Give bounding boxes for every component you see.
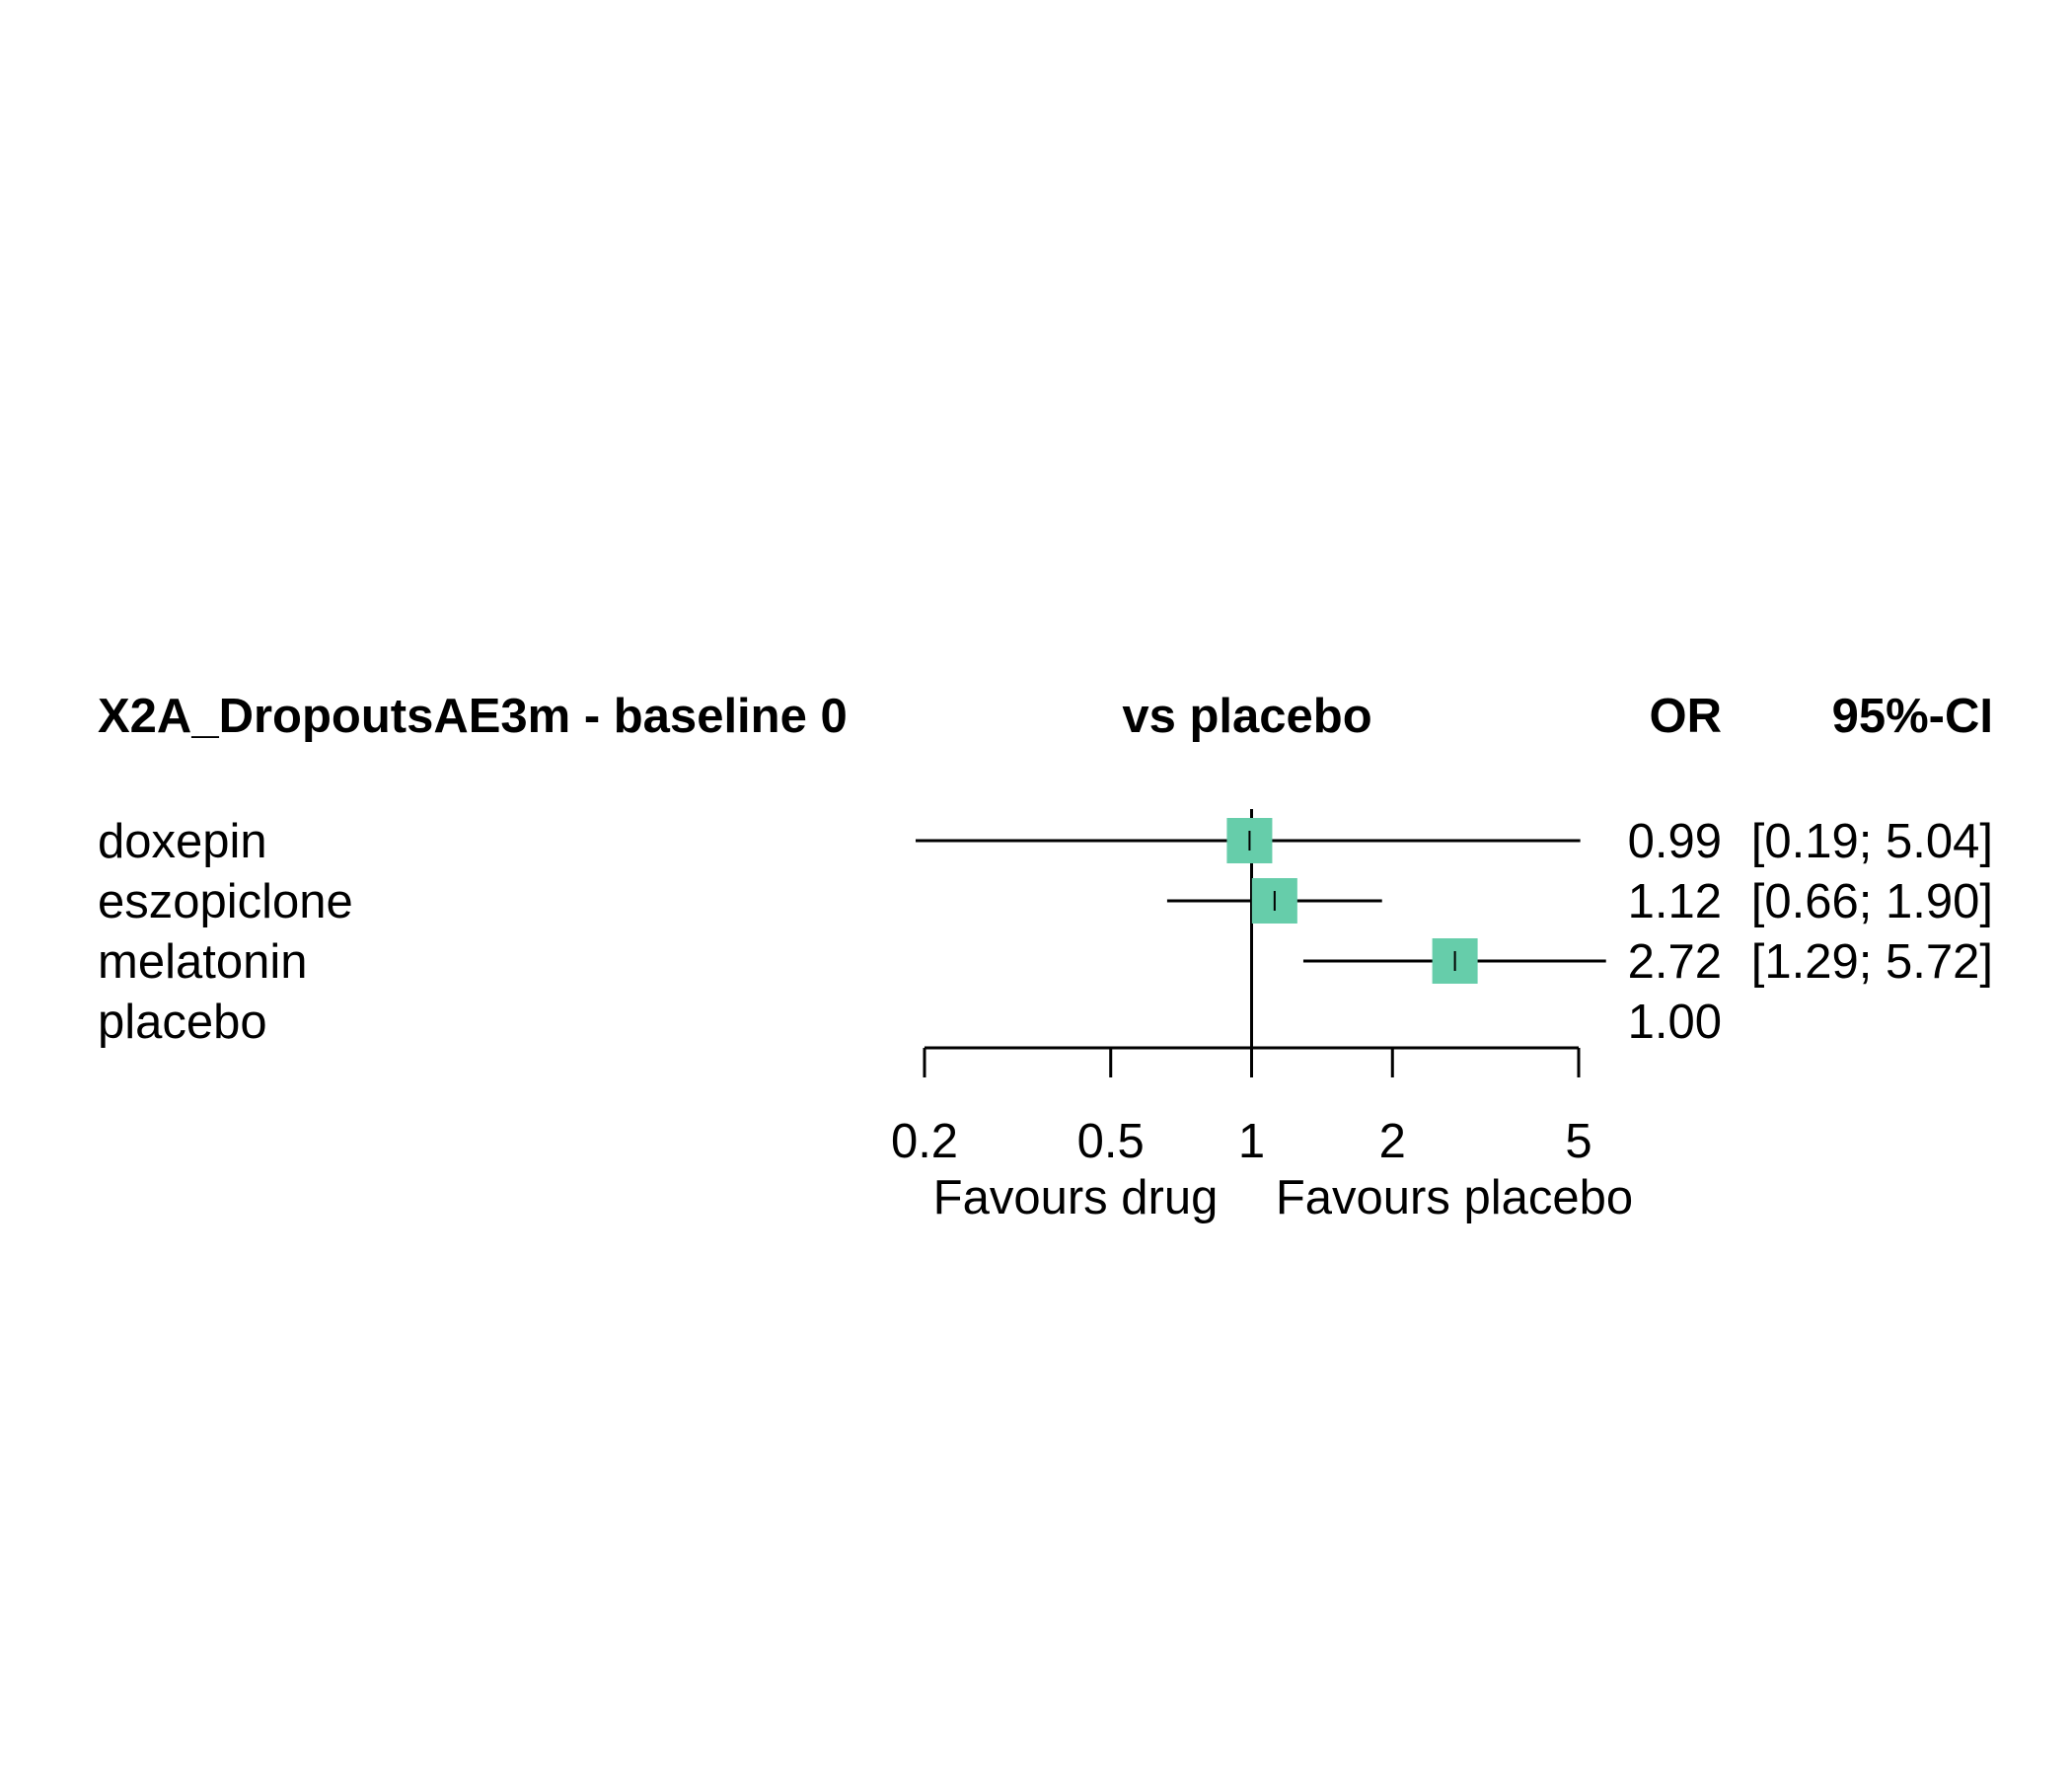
or-value: 1.12 <box>1628 875 1722 928</box>
forest-row: melatonin 2.72 [1.29; 5.72] <box>98 935 1993 989</box>
or-value: 0.99 <box>1628 815 1722 868</box>
x-tick-label: 1 <box>1238 1115 1265 1168</box>
favours-placebo-label: Favours placebo <box>1276 1171 1633 1224</box>
comparison-header: vs placebo <box>1122 690 1371 743</box>
forest-row: placebo 1.00 <box>98 996 1722 1049</box>
ci-value: [0.19; 5.04] <box>1751 815 1993 868</box>
x-axis: 0.2 0.5 1 2 5 <box>891 1046 1592 1168</box>
favours-drug-label: Favours drug <box>933 1171 1219 1224</box>
or-value: 2.72 <box>1628 935 1722 989</box>
x-tick-label: 0.2 <box>891 1115 958 1168</box>
x-axis-ticks: 0.2 0.5 1 2 5 <box>891 1048 1592 1168</box>
or-value: 1.00 <box>1628 996 1722 1049</box>
row-label: doxepin <box>98 815 267 868</box>
ci-value: [0.66; 1.90] <box>1751 875 1993 928</box>
row-label: placebo <box>98 996 267 1049</box>
row-label: eszopiclone <box>98 875 353 928</box>
x-tick-label: 2 <box>1379 1115 1406 1168</box>
ci-value: [1.29; 5.72] <box>1751 935 1993 989</box>
forest-row: doxepin 0.99 [0.19; 5.04] <box>98 815 1993 868</box>
x-tick-label: 0.5 <box>1077 1115 1145 1168</box>
plot-title: X2A_DropoutsAE3m - baseline 0 <box>98 690 848 743</box>
ci-header: 95%-CI <box>1832 690 1993 743</box>
forest-row: eszopiclone 1.12 [0.66; 1.90] <box>98 875 1993 928</box>
row-label: melatonin <box>98 935 307 989</box>
or-header: OR <box>1650 690 1723 743</box>
x-tick-label: 5 <box>1565 1115 1591 1168</box>
forest-rows: doxepin 0.99 [0.19; 5.04] eszopiclone 1.12 [0… <box>98 815 1993 1049</box>
